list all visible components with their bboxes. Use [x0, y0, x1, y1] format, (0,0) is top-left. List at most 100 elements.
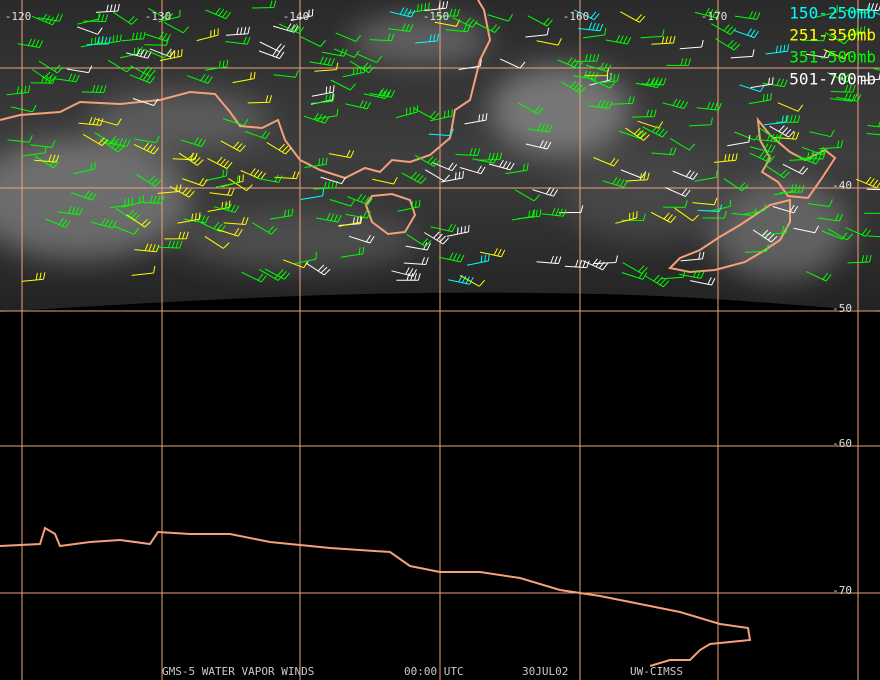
wind-barb: [622, 262, 648, 275]
wind-barb: [694, 8, 721, 19]
wind-barb: [98, 34, 122, 45]
wind-barb: [126, 214, 152, 228]
wind-barb: [180, 137, 207, 147]
wind-barb: [564, 259, 590, 269]
wind-barb: [730, 49, 755, 59]
wind-barb: [147, 7, 174, 20]
wind-barb: [283, 259, 309, 269]
wind-barb: [205, 59, 229, 71]
wind-barb: [821, 230, 848, 240]
wind-barb: [290, 8, 314, 22]
wind-barb: [620, 11, 646, 23]
wind-barb: [650, 211, 677, 223]
wind-barb: [593, 157, 619, 167]
wind-barb: [637, 120, 664, 129]
wind-barb: [708, 199, 732, 212]
wind-barb: [587, 99, 613, 109]
wind-barb: [205, 7, 231, 20]
wind-barb: [697, 204, 723, 212]
wind-barb: [112, 11, 138, 25]
wind-barb: [71, 190, 97, 201]
wind-barb: [517, 209, 542, 220]
wind-barb: [793, 225, 819, 234]
legend-entry: 150-250mb: [789, 4, 876, 23]
wind-barb: [435, 8, 460, 17]
wind-barb: [6, 85, 31, 96]
wind-barb: [274, 171, 300, 180]
wind-barb: [765, 44, 790, 55]
wind-barb: [750, 143, 776, 153]
wind-barb: [782, 163, 809, 175]
wind-barb: [45, 217, 71, 228]
wind-barb: [856, 176, 880, 189]
wind-barb: [752, 229, 778, 243]
wind-barb: [348, 234, 375, 244]
wind-barb: [369, 33, 395, 42]
wind-barb: [349, 60, 375, 74]
wind-barb: [702, 210, 727, 219]
wind-barb: [589, 78, 616, 89]
wind-barb: [459, 274, 486, 287]
wind-barb: [7, 135, 33, 143]
wind-barb: [207, 156, 233, 169]
wind-barbs: [6, 0, 880, 288]
wind-barb: [313, 180, 338, 190]
wind-barb: [662, 98, 689, 109]
latitude-label: -50: [832, 302, 852, 315]
wind-barb: [430, 223, 457, 233]
wind-barb: [713, 153, 738, 163]
wind-barb: [278, 23, 305, 34]
wind-barb: [635, 78, 662, 88]
australia-coast: [0, 0, 492, 180]
wind-barb: [809, 129, 835, 138]
wind-barb: [867, 121, 880, 128]
wind-barb: [305, 262, 331, 276]
wind-barb: [273, 70, 299, 78]
wind-barb: [320, 176, 347, 185]
wind-barb: [342, 65, 366, 78]
wind-barb: [446, 225, 470, 237]
wind-barb: [431, 161, 458, 172]
wind-barb: [625, 172, 650, 182]
wind-barb: [134, 243, 160, 253]
wind-barb: [222, 118, 249, 126]
wind-barb: [316, 212, 342, 223]
wind-barb: [593, 255, 618, 265]
wind-barb: [777, 102, 804, 112]
wind-barb: [309, 56, 335, 66]
wind-barb: [560, 80, 586, 94]
wind-barb: [847, 254, 872, 264]
wind-barb: [651, 35, 676, 45]
wind-barb: [479, 248, 506, 258]
wind-barb: [536, 255, 562, 265]
wind-barb: [661, 270, 686, 280]
wind-barb: [96, 118, 122, 126]
wind-barb: [424, 231, 450, 245]
wind-barb: [38, 60, 64, 74]
footer-text: GMS-5 WATER VAPOR WINDS: [162, 665, 314, 678]
wind-barb: [428, 128, 454, 137]
wind-barb: [207, 200, 231, 212]
footer-text: 00:00 UTC: [404, 665, 464, 678]
wind-barb: [406, 234, 432, 247]
wind-barb: [458, 59, 482, 70]
wind-barb: [605, 34, 632, 45]
wind-barb: [582, 258, 608, 271]
wind-barb: [169, 185, 195, 198]
wind-barb: [750, 77, 774, 89]
wind-barb: [558, 205, 584, 214]
wind-barb: [525, 140, 552, 150]
wind-barb: [204, 169, 228, 182]
wind-barb: [805, 271, 832, 282]
wind-barb: [845, 227, 871, 237]
wind-barb: [765, 164, 791, 179]
wind-barb: [756, 133, 782, 143]
wind-barb: [505, 163, 529, 175]
wind-barb: [733, 28, 760, 39]
wind-barb: [620, 169, 647, 179]
wind-barb: [252, 222, 278, 235]
wind-barb: [666, 58, 691, 66]
latitude-label: -40: [832, 179, 852, 192]
wind-barb: [73, 162, 96, 175]
